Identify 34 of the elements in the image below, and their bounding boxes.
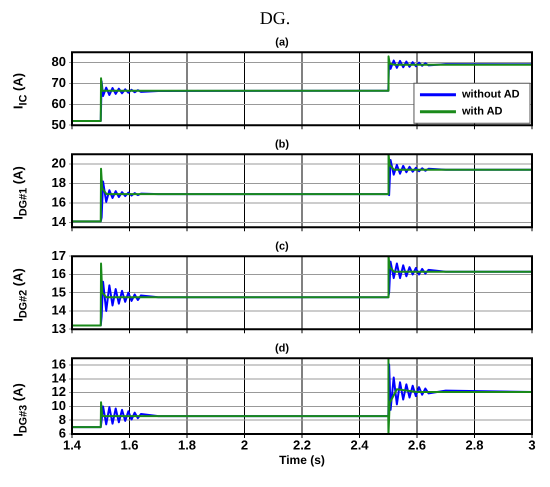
y-tick-label: 17 [52, 248, 66, 263]
y-tick-label: 14 [52, 214, 67, 229]
y-tick-label: 80 [52, 54, 66, 70]
chart-title: (d) [274, 342, 290, 355]
chart-title: (c) [275, 240, 290, 253]
chart-title: (a) [275, 36, 290, 49]
x-tick-label: 2.6 [408, 437, 426, 452]
text: DG. [260, 8, 290, 28]
y-tick-label: 20 [52, 156, 66, 171]
y-tick-label: 14 [52, 302, 67, 318]
y-tick-label: 60 [52, 96, 66, 111]
x-tick-label: 1.8 [178, 437, 196, 452]
y-tick-label: 15 [52, 284, 66, 300]
x-tick-label: 1.6 [120, 437, 139, 452]
y-tick-label: 14 [52, 370, 67, 386]
y-tick-label: 18 [52, 174, 66, 190]
y-tick-label: 8 [58, 412, 66, 427]
x-axis-title: Time (s) [279, 453, 325, 468]
x-tick-label: 2.4 [350, 437, 370, 452]
x-tick-label: 2 [240, 437, 248, 452]
chart-title: (b) [274, 138, 290, 151]
x-tick-label: 3 [528, 437, 536, 452]
y-tick-label: 16 [52, 194, 66, 210]
legend-label: with AD [460, 106, 503, 118]
y-tick-label: 12 [52, 384, 66, 400]
x-tick-label: 2.2 [292, 437, 312, 452]
y-tick-label: 16 [52, 266, 66, 282]
x-tick-label: 2.8 [465, 437, 484, 452]
y-tick-label: 13 [52, 320, 66, 336]
legend-label: without AD [460, 88, 520, 101]
y-tick-label: 70 [52, 75, 66, 90]
y-tick-label: 16 [52, 356, 66, 372]
y-tick-label: 50 [52, 116, 66, 132]
y-tick-label: 10 [52, 398, 66, 414]
